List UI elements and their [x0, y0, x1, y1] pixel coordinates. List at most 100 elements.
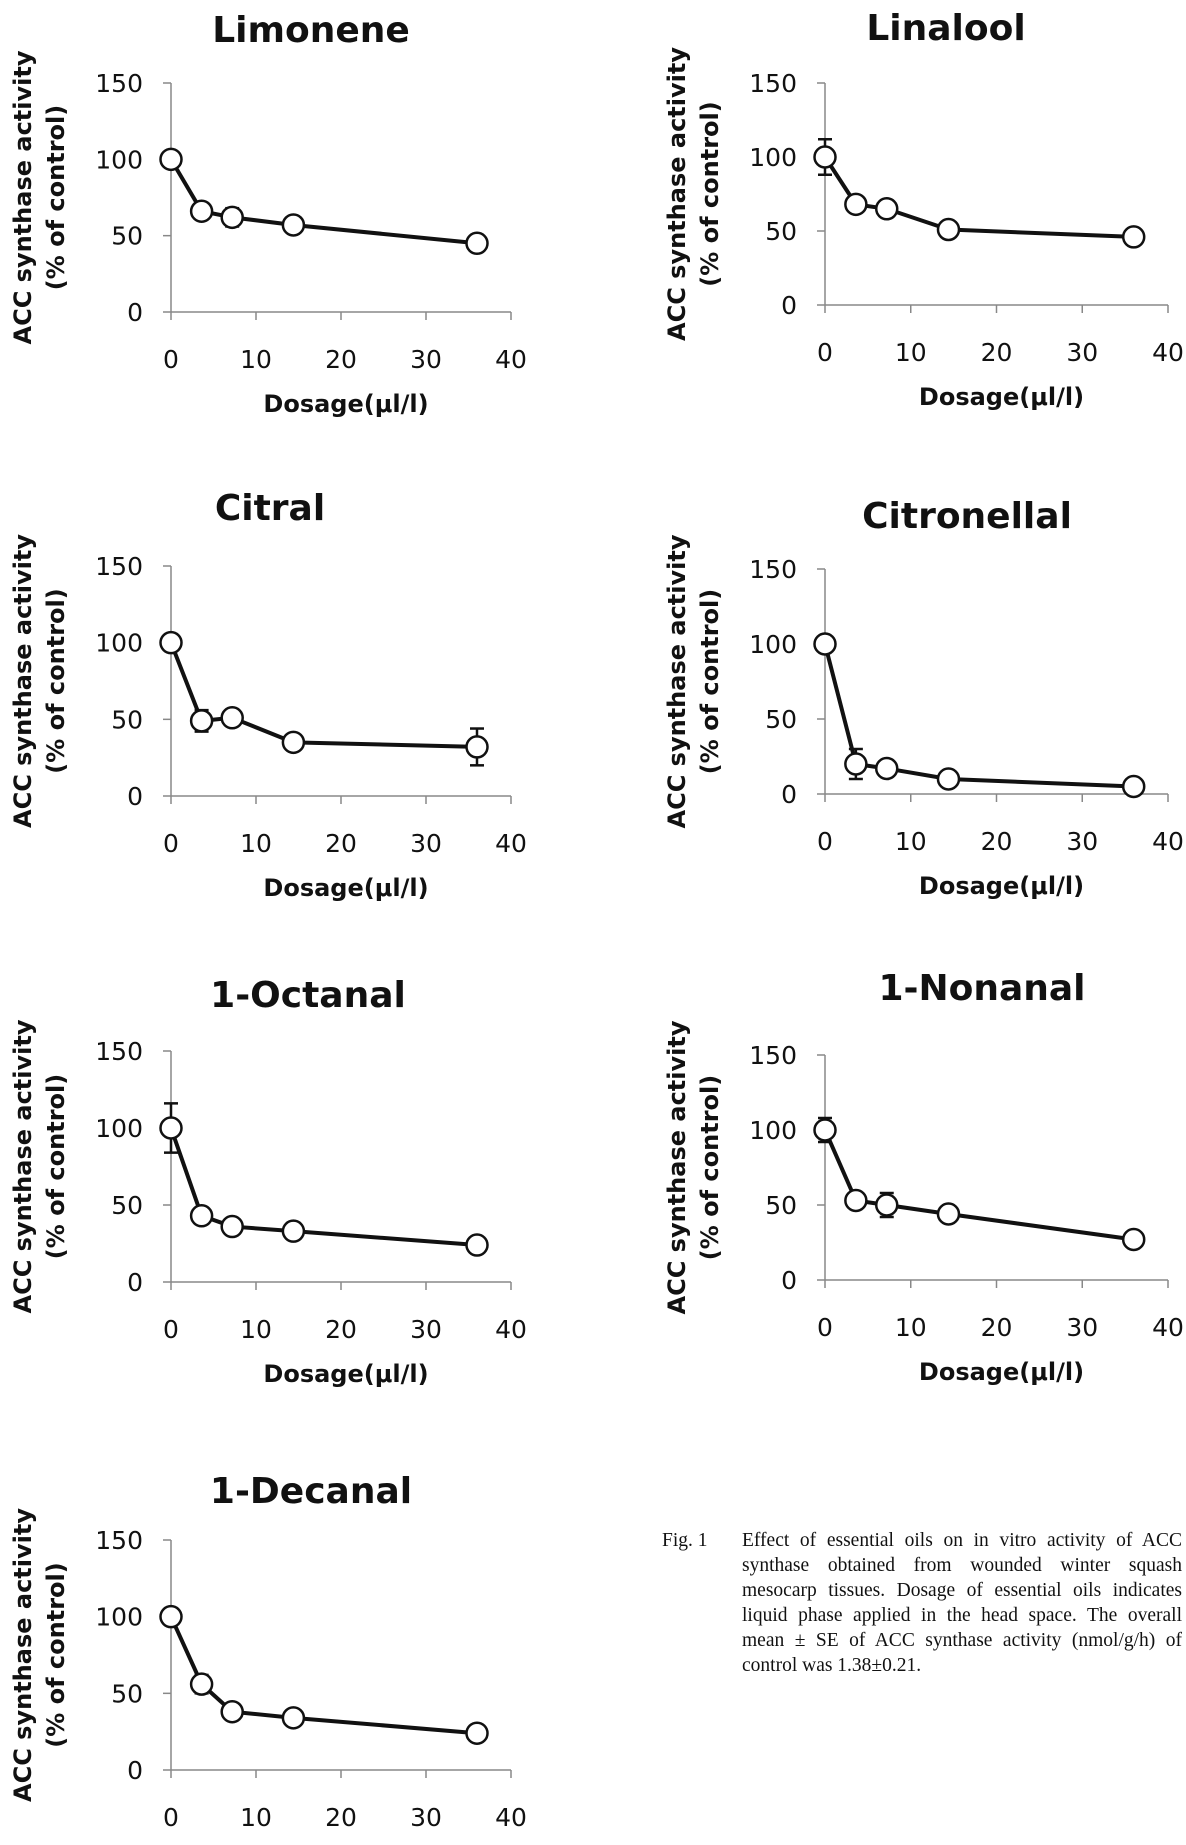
y-tick-label: 0 [781, 1266, 797, 1295]
data-point [189, 199, 214, 223]
x-axis-label: Dosage(μl/l) [919, 872, 1084, 900]
data-point [936, 217, 961, 242]
data-point [813, 145, 837, 169]
data-point [159, 630, 183, 655]
x-tick-label: 10 [240, 1803, 272, 1832]
y-axis-label: ACC synthase activity [663, 534, 691, 828]
y-tick-label: 50 [111, 222, 143, 251]
x-axis-label: Dosage(μl/l) [263, 874, 428, 902]
x-tick-label: 10 [240, 829, 272, 858]
data-point [844, 192, 868, 217]
data-point [874, 197, 899, 221]
chart-panel: Citral 0 50 100 150 0 10 20 30 40 Dosage(μl/l) ACC … [9, 488, 527, 902]
y-axis-label: (% of control) [696, 1075, 724, 1260]
chart-title: Citronellal [862, 496, 1072, 537]
chart-title: Limonene [212, 10, 410, 51]
figure-caption: Fig. 1 Effect of essential oils on in vi… [662, 1528, 1182, 1678]
y-tick-label: 0 [127, 298, 143, 327]
data-point [1121, 774, 1146, 799]
y-tick-label: 0 [127, 1756, 143, 1785]
x-tick-label: 40 [495, 1315, 527, 1344]
y-tick-label: 100 [749, 1116, 797, 1145]
y-tick-label: 100 [95, 1603, 143, 1632]
series-line [823, 155, 1134, 239]
caption-text: Effect of essential oils on in vitro act… [742, 1530, 1182, 1676]
chart-panel: 1-Octanal 0 50 100 150 0 10 20 30 40 Dosage(μl/l) A… [9, 975, 527, 1388]
y-tick-label: 50 [111, 1679, 143, 1708]
x-tick-label: 30 [410, 345, 442, 374]
series-line [169, 641, 478, 749]
y-tick-label: 0 [127, 782, 143, 811]
x-tick-label: 0 [163, 345, 179, 374]
y-tick-label: 0 [781, 780, 797, 809]
chart-title: Linalool [866, 8, 1025, 49]
x-tick-label: 0 [817, 338, 833, 367]
x-tick-label: 20 [325, 1803, 357, 1832]
x-tick-label: 30 [1066, 1313, 1098, 1342]
y-tick-label: 0 [127, 1268, 143, 1297]
y-tick-label: 50 [765, 217, 797, 246]
data-point [874, 1193, 899, 1217]
x-tick-label: 40 [495, 829, 527, 858]
series-line [169, 1127, 478, 1248]
x-tick-label: 0 [163, 1315, 179, 1344]
x-tick-label: 30 [1066, 827, 1098, 856]
data-point [189, 1204, 214, 1228]
y-tick-label: 100 [749, 143, 797, 172]
data-point [220, 1214, 244, 1239]
data-point [1121, 1227, 1146, 1252]
x-tick-label: 20 [981, 827, 1013, 856]
y-axis-label: (% of control) [696, 589, 724, 774]
chart-panel: Linalool 0 50 100 150 0 10 20 30 40 Dosage(μl/l) AC… [663, 8, 1184, 411]
x-tick-label: 0 [163, 829, 179, 858]
y-axis-label: (% of control) [696, 101, 724, 286]
series-line [169, 158, 478, 246]
series-line [823, 1129, 1134, 1242]
data-point [281, 213, 306, 237]
y-axis-label: (% of control) [42, 1562, 70, 1747]
y-axis-label: ACC synthase activity [663, 47, 691, 341]
x-axis-label: Dosage(μl/l) [919, 1358, 1084, 1386]
chart-title: 1-Octanal [210, 975, 406, 1016]
chart-panel: 1-Nonanal 0 50 100 150 0 10 20 30 40 Dosage(μl/l) A… [663, 968, 1184, 1386]
caption-prefix: Fig. 1 [662, 1530, 708, 1551]
x-tick-label: 40 [1152, 1313, 1184, 1342]
data-point [159, 147, 183, 172]
chart-title: Citral [215, 488, 325, 529]
y-tick-label: 150 [749, 69, 797, 98]
x-tick-label: 30 [410, 829, 442, 858]
data-point [465, 1721, 489, 1745]
y-tick-label: 0 [781, 291, 797, 320]
y-axis-label: ACC synthase activity [663, 1020, 691, 1314]
y-axis-label: ACC synthase activity [9, 534, 37, 828]
y-tick-label: 50 [765, 705, 797, 734]
data-point [874, 756, 899, 781]
x-tick-label: 40 [1152, 827, 1184, 856]
y-tick-label: 150 [95, 69, 143, 98]
x-tick-label: 0 [817, 827, 833, 856]
x-tick-label: 20 [981, 338, 1013, 367]
x-tick-label: 10 [240, 345, 272, 374]
x-tick-label: 30 [1066, 338, 1098, 367]
data-point [220, 706, 244, 730]
x-tick-label: 30 [410, 1803, 442, 1832]
data-point [220, 1699, 244, 1724]
chart-title: 1-Decanal [210, 1471, 412, 1512]
y-axis-label: ACC synthase activity [9, 1019, 37, 1313]
data-point [465, 735, 489, 759]
y-axis-label: ACC synthase activity [9, 1508, 37, 1802]
y-tick-label: 100 [95, 629, 143, 658]
y-tick-label: 100 [95, 1114, 143, 1143]
x-tick-label: 40 [495, 1803, 527, 1832]
data-point [844, 1188, 868, 1213]
y-axis-label: (% of control) [42, 105, 70, 290]
y-tick-label: 150 [95, 552, 143, 581]
y-tick-label: 100 [95, 145, 143, 174]
x-tick-label: 30 [410, 1315, 442, 1344]
x-axis-label: Dosage(μl/l) [919, 383, 1084, 411]
y-tick-label: 50 [111, 705, 143, 734]
data-point [936, 1202, 961, 1226]
data-point [465, 1233, 489, 1257]
data-point [159, 1604, 183, 1629]
